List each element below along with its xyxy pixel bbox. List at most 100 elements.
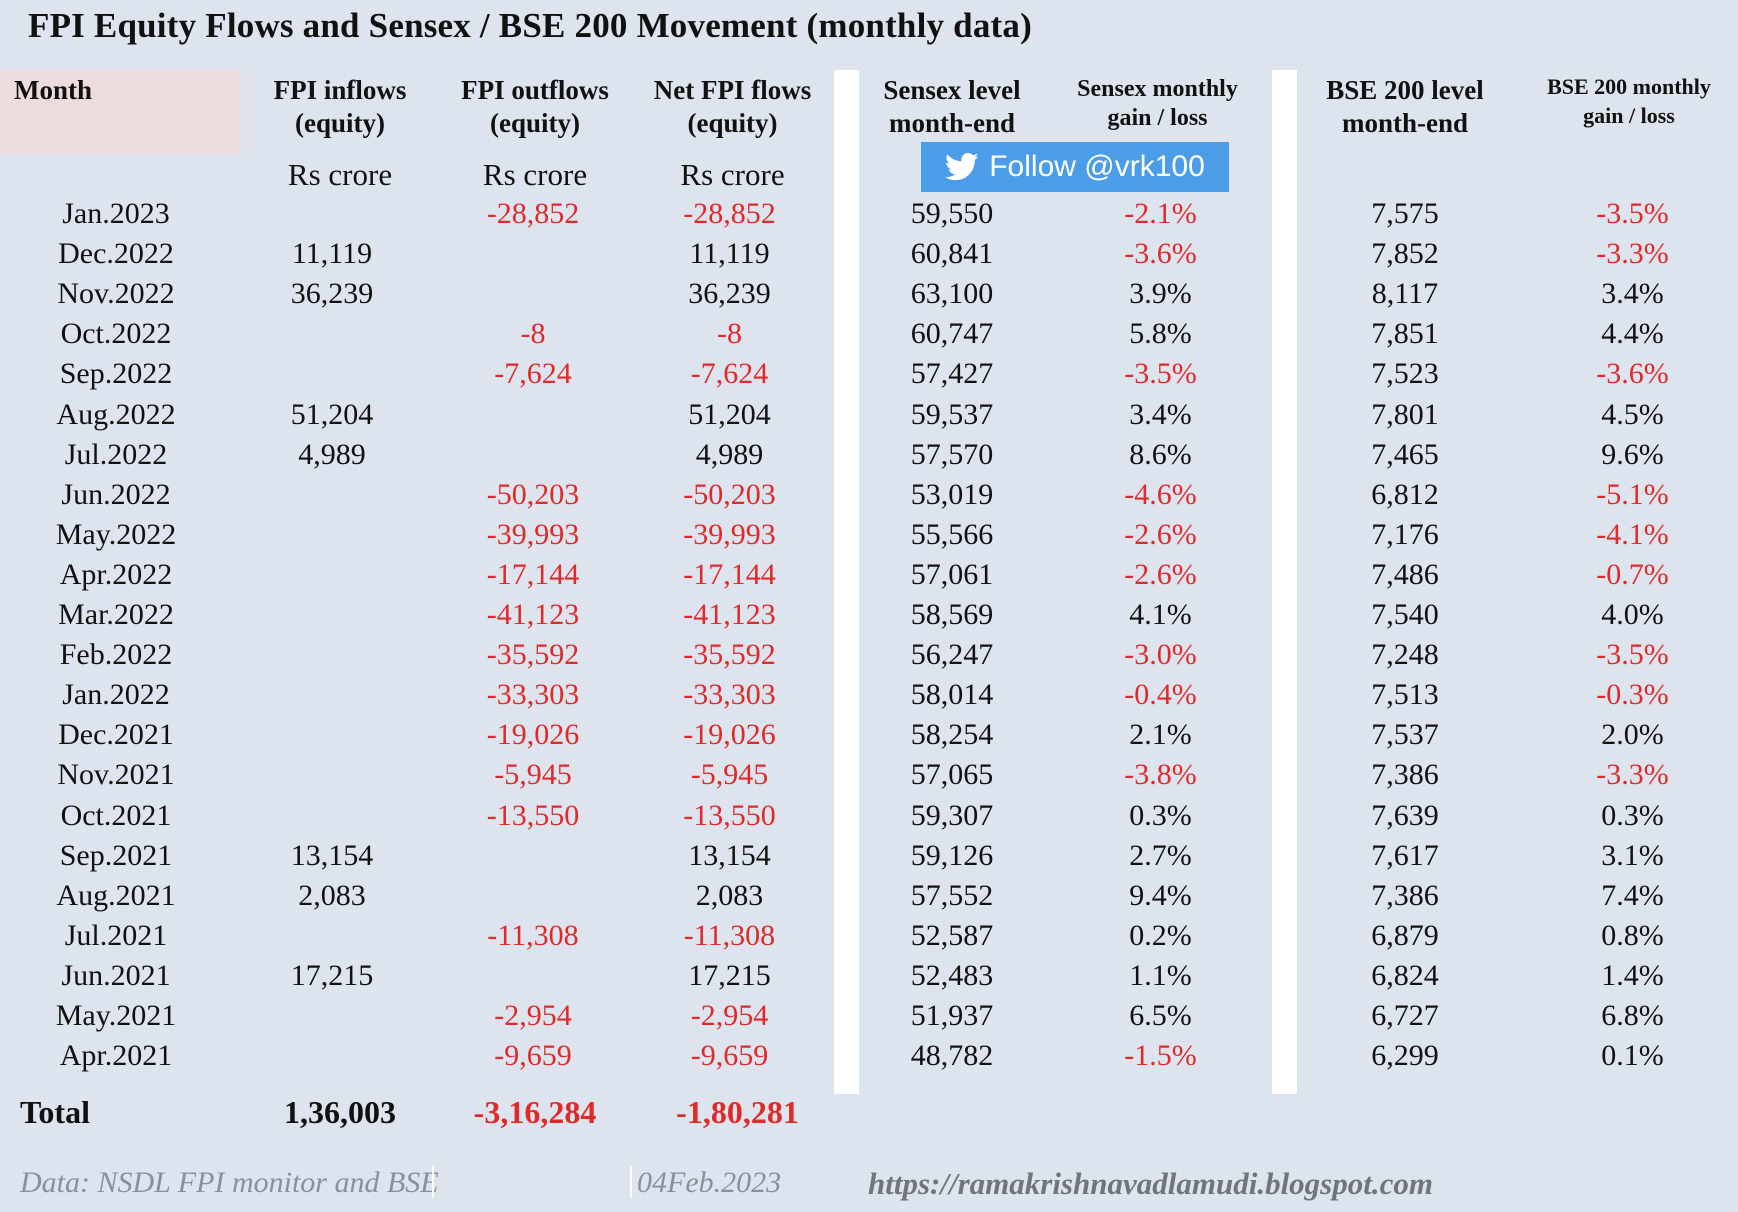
cell-month: May.2022 — [55, 517, 177, 551]
header-month: Month — [14, 75, 93, 105]
cell-fpi-outflows: -13,550 — [486, 798, 580, 832]
cell-sensex-level: 51,937 — [910, 999, 994, 1032]
cell-fpi-outflows: -19,026 — [486, 718, 580, 752]
month-header-highlight — [0, 70, 241, 154]
cell-sensex-change: 3.9% — [1129, 277, 1192, 311]
cell-sensex-level: 52,483 — [910, 958, 994, 992]
cell-sensex-level: 58,569 — [910, 598, 994, 631]
cell-net-fpi: -41,123 — [683, 598, 776, 631]
footer-date: 04Feb.2023 — [637, 1166, 782, 1199]
cell-net-fpi: -39,993 — [683, 517, 776, 551]
total-label: Total — [20, 1094, 90, 1130]
cell-net-fpi: -17,144 — [683, 557, 776, 591]
cell-sensex-change: -2.6% — [1124, 517, 1197, 551]
cell-month: Apr.2022 — [59, 557, 173, 591]
cell-month: May.2021 — [55, 999, 177, 1032]
page-title: FPI Equity Flows and Sensex / BSE 200 Mo… — [28, 6, 1032, 45]
cell-bse200-level: 7,248 — [1371, 638, 1439, 672]
cell-sensex-change: 1.1% — [1129, 958, 1192, 992]
footer-divider — [432, 1166, 434, 1198]
cell-bse200-level: 6,879 — [1371, 918, 1439, 952]
cell-month: Dec.2022 — [58, 237, 174, 271]
cell-bse200-level: 7,176 — [1371, 517, 1439, 551]
cell-fpi-outflows: -9,659 — [494, 1039, 572, 1073]
cell-bse200-level: 7,617 — [1371, 838, 1439, 872]
cell-sensex-level: 57,570 — [910, 437, 994, 471]
cell-month: Dec.2021 — [58, 718, 174, 752]
cell-sensex-change: -3.6% — [1124, 237, 1197, 271]
follow-badge[interactable]: Follow @vrk100 — [921, 142, 1229, 192]
cell-month: Jun.2022 — [61, 477, 171, 511]
cell-month: Nov.2021 — [57, 758, 175, 792]
cell-bse200-change: 3.1% — [1601, 838, 1664, 872]
cell-bse200-change: -5.1% — [1596, 477, 1669, 511]
cell-sensex-change: -1.5% — [1124, 1039, 1197, 1073]
cell-bse200-level: 6,727 — [1371, 999, 1439, 1032]
cell-bse200-level: 7,540 — [1371, 598, 1439, 631]
cell-bse200-change: 3.4% — [1601, 277, 1664, 311]
cell-net-fpi: -7,624 — [690, 357, 769, 391]
cell-fpi-outflows: -41,123 — [486, 598, 580, 631]
column-separator — [1272, 70, 1297, 1094]
header-sensex-change: Sensex monthly gain / loss — [1077, 76, 1238, 131]
cell-bse200-level: 6,812 — [1371, 477, 1439, 511]
cell-net-fpi: -2,954 — [690, 999, 769, 1032]
total-fpi-outflows: -3,16,284 — [473, 1094, 597, 1130]
cell-bse200-change: 6.8% — [1601, 999, 1664, 1032]
footer-url[interactable]: https://ramakrishnavadlamudi.blogspot.co… — [868, 1166, 1433, 1201]
cell-sensex-change: 0.2% — [1129, 918, 1192, 952]
cell-sensex-change: -3.8% — [1124, 758, 1197, 792]
cell-bse200-level: 8,117 — [1371, 277, 1439, 311]
cell-net-fpi: -13,550 — [683, 798, 776, 832]
cell-sensex-change: 2.7% — [1129, 838, 1192, 872]
header-fpi-outflows: FPI outflows (equity) — [461, 75, 609, 138]
cell-bse200-level: 7,575 — [1371, 197, 1439, 230]
cell-sensex-level: 57,065 — [910, 758, 994, 792]
cell-bse200-level: 7,386 — [1371, 878, 1439, 912]
cell-bse200-level: 7,537 — [1371, 718, 1439, 752]
cell-month: Aug.2022 — [56, 397, 176, 431]
cell-sensex-change: 4.1% — [1129, 598, 1192, 631]
header-net-fpi: Net FPI flows (equity) — [653, 75, 812, 138]
cell-sensex-change: 0.3% — [1129, 798, 1192, 832]
cell-fpi-outflows: -50,203 — [486, 477, 580, 511]
cell-sensex-change: 9.4% — [1129, 878, 1192, 912]
cell-sensex-level: 58,014 — [910, 678, 994, 712]
cell-month: Sep.2021 — [59, 838, 173, 872]
cell-fpi-outflows: -17,144 — [486, 557, 580, 591]
cell-net-fpi: -35,592 — [683, 638, 776, 672]
cell-bse200-change: 0.8% — [1601, 918, 1664, 952]
cell-sensex-change: 3.4% — [1129, 397, 1192, 431]
cell-month: Feb.2022 — [59, 638, 173, 672]
header-bse200-change: BSE 200 monthly gain / loss — [1547, 74, 1711, 128]
cell-net-fpi: -33,303 — [683, 678, 776, 712]
cell-month: Oct.2022 — [60, 317, 172, 351]
cell-net-fpi: 17,215 — [688, 958, 771, 992]
cell-sensex-level: 53,019 — [910, 477, 994, 511]
cell-month: Aug.2021 — [56, 878, 176, 912]
cell-bse200-level: 7,465 — [1371, 437, 1439, 471]
cell-sensex-level: 59,537 — [910, 397, 994, 431]
header-bse200-level: BSE 200 level month-end — [1326, 75, 1484, 138]
cell-bse200-level: 7,852 — [1371, 237, 1439, 271]
cell-bse200-level: 7,639 — [1371, 798, 1439, 832]
cell-net-fpi: 2,083 — [695, 878, 764, 912]
cell-net-fpi: -19,026 — [683, 718, 776, 752]
cell-sensex-level: 59,126 — [910, 838, 994, 872]
cell-bse200-change: -3.6% — [1596, 357, 1669, 391]
cell-fpi-inflows: 11,119 — [291, 237, 373, 271]
column-separator — [834, 70, 859, 1094]
header-fpi-inflows: FPI inflows (equity) — [273, 75, 407, 138]
cell-fpi-outflows: -39,993 — [486, 517, 580, 551]
cell-net-fpi: 51,204 — [688, 397, 771, 431]
cell-bse200-change: -0.7% — [1596, 557, 1669, 591]
cell-bse200-change: 1.4% — [1601, 958, 1664, 992]
cell-fpi-outflows: -8 — [520, 317, 546, 351]
cell-month: Jan.2023 — [62, 197, 170, 230]
cell-net-fpi: -8 — [717, 317, 742, 351]
cell-sensex-level: 60,747 — [910, 317, 994, 351]
cell-fpi-outflows: -35,592 — [486, 638, 580, 672]
total-fpi-inflows: 1,36,003 — [284, 1094, 396, 1130]
cell-fpi-inflows: 36,239 — [290, 277, 374, 311]
